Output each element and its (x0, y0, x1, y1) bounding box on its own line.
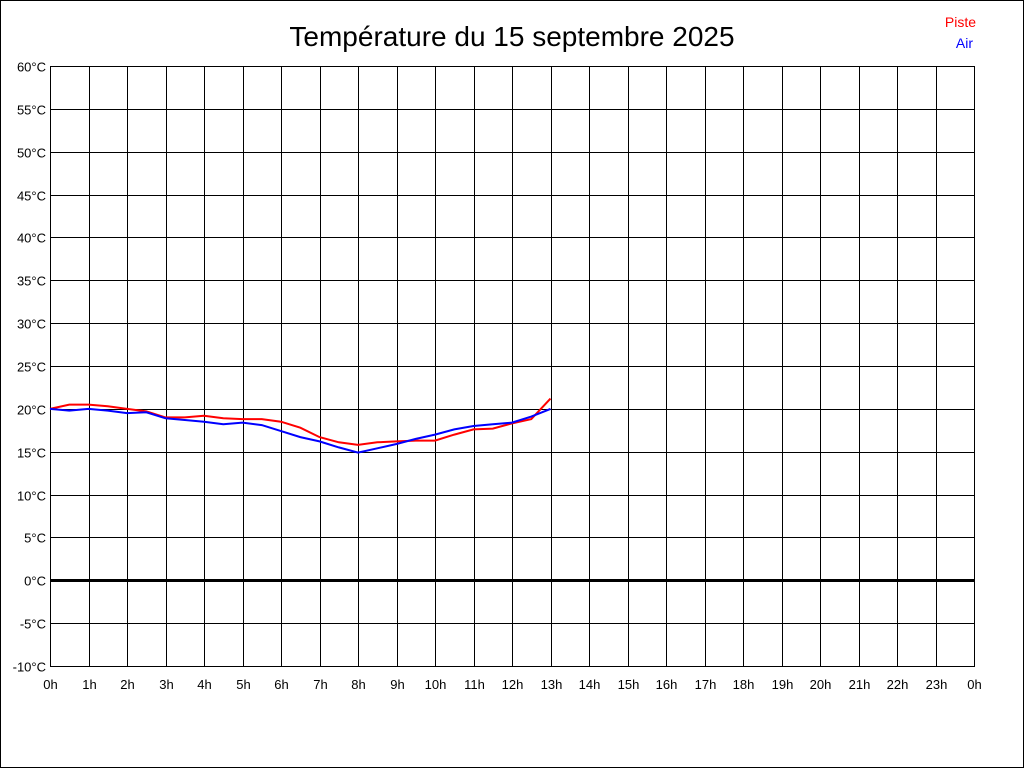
y-tick-label: 60°C (17, 60, 46, 75)
series-line-piste (49, 397, 552, 446)
x-tick-label: 5h (236, 677, 250, 692)
y-tick-label: 0°C (24, 574, 46, 589)
x-tick-label: 10h (425, 677, 447, 692)
x-tick-label: 8h (351, 677, 365, 692)
x-tick-label: 12h (502, 677, 524, 692)
x-tick-label: 23h (926, 677, 948, 692)
x-tick-label: 18h (733, 677, 755, 692)
x-tick-label: 0h (43, 677, 57, 692)
y-tick-label: 15°C (17, 446, 46, 461)
chart-title: Température du 15 septembre 2025 (289, 21, 734, 52)
x-tick-label: 0h (967, 677, 981, 692)
x-tick-label: 22h (887, 677, 909, 692)
x-tick-label: 4h (197, 677, 211, 692)
x-tick-label: 1h (82, 677, 96, 692)
y-tick-label: 35°C (17, 274, 46, 289)
x-tick-label: 13h (541, 677, 563, 692)
y-tick-label: 5°C (24, 531, 46, 546)
y-tick-label: 25°C (17, 360, 46, 375)
x-tick-label: 9h (390, 677, 404, 692)
legend-air: Air (956, 35, 973, 51)
y-tick-label: 10°C (17, 489, 46, 504)
x-tick-label: 16h (656, 677, 678, 692)
x-tick-label: 6h (274, 677, 288, 692)
y-tick-label: 55°C (17, 103, 46, 118)
y-tick-label: 40°C (17, 231, 46, 246)
x-tick-label: 19h (772, 677, 794, 692)
y-tick-label: 20°C (17, 403, 46, 418)
x-tick-label: 7h (313, 677, 327, 692)
y-tick-label: 30°C (17, 317, 46, 332)
legend-piste: Piste (945, 14, 976, 30)
x-tick-label: 17h (695, 677, 717, 692)
x-tick-label: 15h (618, 677, 640, 692)
x-tick-label: 11h (464, 677, 485, 692)
x-tick-label: 14h (579, 677, 601, 692)
x-tick-label: 21h (849, 677, 871, 692)
series-line-air (49, 407, 551, 454)
x-tick-label: 3h (159, 677, 173, 692)
y-tick-label: -5°C (20, 617, 46, 632)
y-tick-label: 50°C (17, 146, 46, 161)
y-tick-label: 45°C (17, 189, 46, 204)
y-tick-label: -10°C (13, 660, 46, 675)
x-tick-label: 2h (120, 677, 134, 692)
x-tick-label: 20h (810, 677, 832, 692)
